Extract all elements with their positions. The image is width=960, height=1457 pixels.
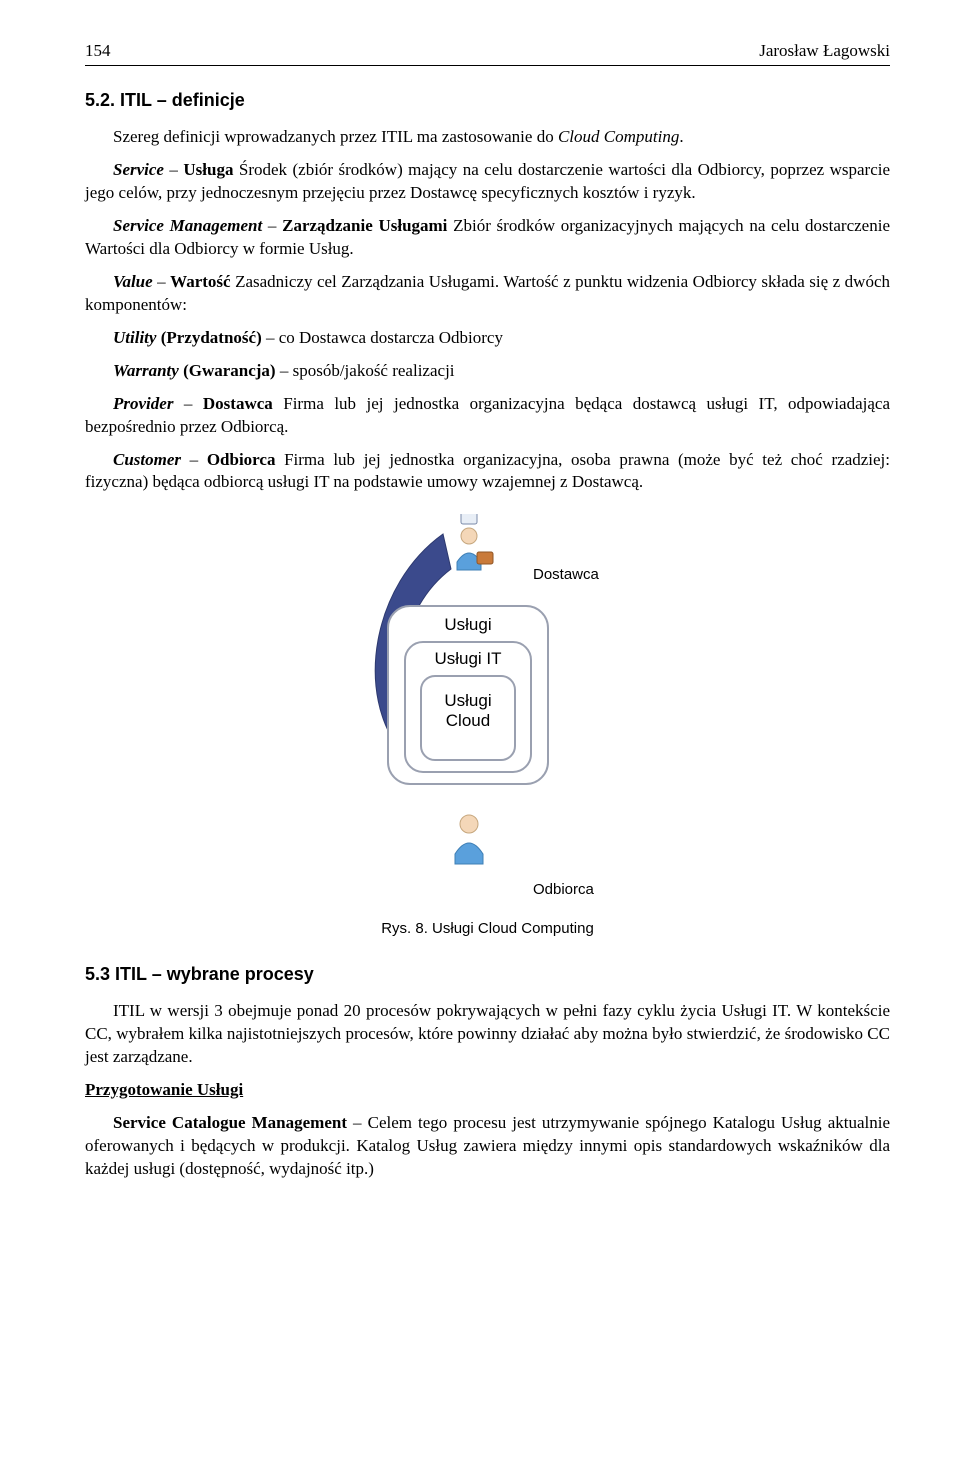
- itil-processes-intro: ITIL w wersji 3 obejmuje ponad 20 proces…: [85, 1000, 890, 1069]
- label-uslugi-it: Usługi IT: [434, 649, 501, 668]
- def-warranty: Warranty (Gwarancja) – sposób/jakość rea…: [113, 360, 890, 383]
- def-provider: Provider – Dostawca Firma lub jej jednos…: [85, 393, 890, 439]
- label-uslugi-cloud-1: Usługi: [444, 691, 491, 710]
- author-name: Jarosław Łagowski: [759, 40, 890, 63]
- customer-icon: [455, 815, 483, 864]
- figure-8: Dostawca Usługi Usługi IT Usługi Cloud O…: [85, 514, 890, 939]
- def-value: Value – Wartość Zasadniczy cel Zarządzan…: [85, 271, 890, 317]
- provider-icon: [457, 514, 493, 570]
- section-5-3-heading: 5.3 ITIL – wybrane procesy: [85, 962, 890, 986]
- label-odbiorca: Odbiorca: [533, 881, 595, 898]
- label-dostawca: Dostawca: [533, 566, 600, 583]
- def-service: Service – Usługa Środek (zbiór środków) …: [85, 159, 890, 205]
- def-utility: Utility (Przydatność) – co Dostawca dost…: [113, 327, 890, 350]
- section-5-2-heading: 5.2. ITIL – definicje: [85, 88, 890, 112]
- label-uslugi: Usługi: [444, 615, 491, 634]
- preparation-heading: Przygotowanie Usługi: [85, 1079, 890, 1102]
- intro-paragraph: Szereg definicji wprowadzanych przez ITI…: [85, 126, 890, 149]
- page-header: 154 Jarosław Łagowski: [85, 40, 890, 66]
- label-uslugi-cloud-2: Cloud: [445, 711, 489, 730]
- value-components: Utility (Przydatność) – co Dostawca dost…: [85, 327, 890, 383]
- figure-caption: Rys. 8. Usługi Cloud Computing: [381, 919, 594, 939]
- def-customer: Customer – Odbiorca Firma lub jej jednos…: [85, 449, 890, 495]
- service-catalogue-paragraph: Service Catalogue Management – Celem teg…: [85, 1112, 890, 1181]
- services-diagram: Dostawca Usługi Usługi IT Usługi Cloud O…: [333, 514, 643, 909]
- page-number: 154: [85, 40, 111, 63]
- def-service-management: Service Management – Zarządzanie Usługam…: [85, 215, 890, 261]
